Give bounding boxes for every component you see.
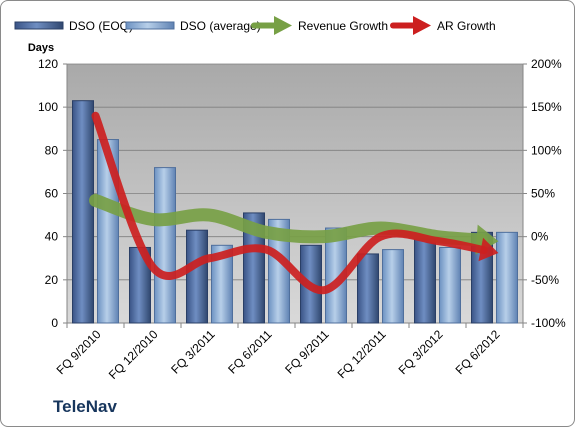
x-tick-label: FQ 12/2011 (335, 327, 389, 381)
left-tick-label: 100 (38, 100, 58, 114)
x-tick-label: FQ 6/2012 (453, 327, 503, 377)
bar-dso-eoq (243, 212, 265, 324)
line-ar-growth (91, 111, 488, 295)
legend-label-ar-growth: AR Growth (437, 19, 496, 33)
bar-dso-average (154, 167, 176, 324)
right-tick-label: -100% (531, 316, 566, 330)
left-tick-label: 0 (51, 316, 58, 330)
right-tick-label: -50% (531, 273, 559, 287)
bar-dso-eoq (72, 100, 94, 324)
bar-dso-average (97, 139, 119, 324)
bar-dso-average (382, 249, 404, 324)
left-axis-title: Days (28, 42, 54, 54)
x-tick-label: FQ 9/2010 (54, 327, 104, 377)
left-tick-label: 80 (45, 143, 59, 157)
left-tick-label: 20 (45, 273, 59, 287)
legend-label-revenue-growth: Revenue Growth (298, 19, 388, 33)
x-tick-label: FQ 3/2012 (396, 327, 446, 377)
right-tick-label: 50% (531, 187, 555, 201)
brand-label: TeleNav (53, 397, 117, 416)
x-tick-label: FQ 6/2011 (225, 327, 275, 377)
x-tick-label: FQ 9/2011 (282, 327, 332, 377)
right-tick-label: 100% (531, 143, 562, 157)
x-tick-label: FQ 12/2010 (106, 327, 161, 382)
legend-swatch-dso-average (125, 21, 175, 30)
right-tick-label: 150% (531, 100, 562, 114)
arrowhead-ar-growth (478, 237, 499, 262)
bar-dso-average (496, 231, 518, 324)
left-tick-label: 120 (38, 57, 58, 71)
legend-swatch-dso-eoq (14, 21, 64, 30)
line-revenue-growth (89, 193, 488, 247)
bar-dso-average (211, 244, 233, 324)
right-tick-label: 200% (531, 57, 562, 71)
legend-label-dso-average: DSO (average) (180, 19, 261, 33)
legend-arrow-revenue-growth (274, 16, 292, 35)
right-tick-label: 0% (531, 230, 549, 244)
legend-label-dso-eoq: DSO (EOQ) (69, 19, 133, 33)
bar-dso-average (439, 246, 461, 324)
bar-dso-eoq (357, 253, 379, 324)
left-tick-label: 60 (45, 187, 59, 201)
bar-dso-eoq (186, 229, 208, 324)
left-tick-label: 40 (45, 230, 59, 244)
bar-dso-eoq (414, 238, 436, 324)
legend-arrow-ar-growth (413, 16, 431, 35)
x-tick-label: FQ 3/2011 (168, 327, 218, 377)
